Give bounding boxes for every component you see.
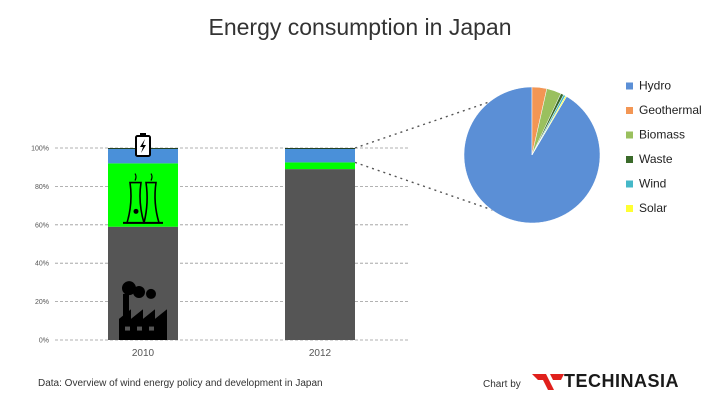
legend-label: Hydro	[639, 79, 671, 93]
y-tick-label: 80%	[35, 184, 49, 191]
legend-swatch	[626, 107, 633, 114]
x-axis-labels: 2010 2012	[132, 348, 332, 359]
y-tick-label: 60%	[35, 222, 49, 229]
legend-label: Wind	[639, 177, 666, 191]
data-source-note: Data: Overview of wind energy policy and…	[38, 378, 323, 389]
bar-segment	[285, 148, 355, 149]
pie-legend: Hydro Geothermal Biomass Waste Wind Solar	[626, 79, 702, 215]
stacked-bars	[108, 148, 355, 340]
y-axis-ticks: 0% 20% 40% 60% 80% 100%	[31, 146, 49, 345]
legend-swatch	[626, 205, 633, 212]
connector-line-top	[354, 87, 531, 149]
nuclear-plant-icon	[123, 173, 163, 224]
pie-chart	[463, 86, 601, 224]
legend-label: Solar	[639, 201, 667, 215]
legend-label: Biomass	[639, 128, 685, 142]
legend-swatch	[626, 156, 633, 163]
bar-segment	[285, 148, 355, 163]
factory-icon	[119, 281, 167, 340]
connector-line-bottom	[354, 161, 531, 224]
legend-label: Geothermal	[639, 103, 702, 117]
legend-swatch	[626, 180, 633, 188]
battery-icon	[135, 133, 151, 157]
legend-label: Waste	[639, 152, 673, 166]
bar-icons	[119, 133, 167, 340]
x-tick-label: 2012	[309, 348, 332, 359]
chart-title: Energy consumption in Japan	[208, 14, 512, 40]
legend-swatch	[626, 82, 633, 90]
y-tick-label: 40%	[35, 261, 49, 268]
brand-mark-icon	[532, 373, 564, 390]
chart-by-label: Chart by	[483, 379, 521, 390]
y-tick-label: 20%	[35, 299, 49, 306]
techinasia-logo: TECHINASIA	[532, 371, 679, 392]
x-tick-label: 2010	[132, 348, 155, 359]
bar-segment	[285, 162, 355, 170]
y-tick-label: 0%	[39, 338, 49, 345]
pie-slice	[531, 95, 567, 156]
pie-connector-lines	[354, 87, 531, 224]
legend-swatch	[626, 131, 633, 139]
bar-segment	[285, 169, 355, 340]
brand-name: TECHINASIA	[564, 371, 680, 391]
y-tick-label: 100%	[31, 146, 49, 153]
